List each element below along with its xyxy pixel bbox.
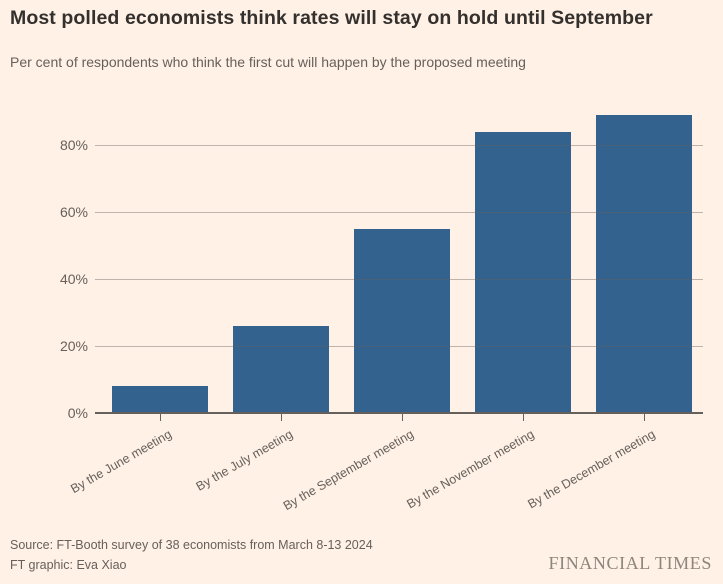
financial-times-logo: FINANCIAL TIMES <box>548 553 712 573</box>
x-axis-label: By the July meeting <box>193 427 295 494</box>
x-axis-label: By the September meeting <box>280 427 416 514</box>
source-line: Source: FT-Booth survey of 38 economists… <box>10 537 373 552</box>
bar-1 <box>112 386 208 413</box>
bar-2 <box>233 325 329 413</box>
x-axis-tick <box>644 414 645 421</box>
credit-line: FT graphic: Eva Xiao <box>10 558 127 573</box>
chart-title: Most polled economists think rates will … <box>10 7 653 29</box>
source-block: Source: FT-Booth survey of 38 economists… <box>10 535 373 576</box>
gridline-80% <box>95 145 703 146</box>
x-axis-label: By the December meeting <box>525 427 658 512</box>
gridline-60% <box>95 212 703 213</box>
x-axis-tick <box>402 414 403 421</box>
y-axis-label: 80% <box>59 137 88 153</box>
bar-4 <box>475 131 571 413</box>
x-axis-label: By the June meeting <box>68 427 174 497</box>
bar-3 <box>354 228 450 413</box>
chart-footer: Source: FT-Booth survey of 38 economists… <box>10 535 712 576</box>
gridline-20% <box>95 346 703 347</box>
x-axis-tick <box>523 414 524 421</box>
gridline-40% <box>95 279 703 280</box>
chart-subtitle: Per cent of respondents who think the fi… <box>10 54 526 70</box>
y-axis-label: 0% <box>67 405 88 421</box>
y-axis-label: 60% <box>59 204 88 220</box>
y-axis-label: 20% <box>59 338 88 354</box>
x-axis-tick <box>281 414 282 421</box>
x-axis-tick <box>160 414 161 421</box>
y-axis-label: 40% <box>59 271 88 287</box>
x-axis-label: By the November meeting <box>404 427 537 512</box>
bar-5 <box>596 114 692 413</box>
x-axis-baseline <box>95 412 703 414</box>
